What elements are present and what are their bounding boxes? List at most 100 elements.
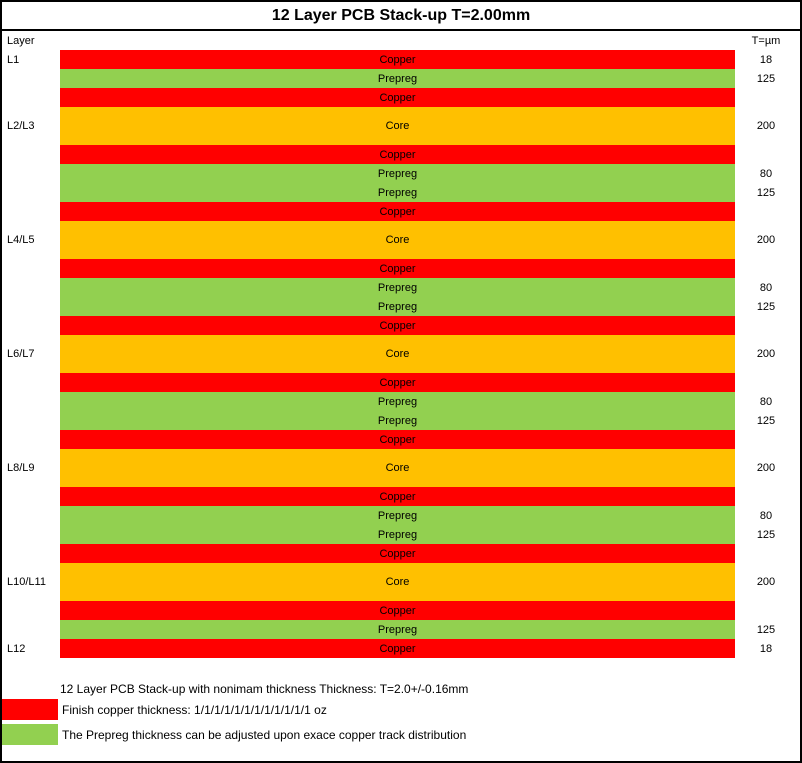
thickness-value: 125 [756,72,776,85]
stack-row: Copper [2,202,800,221]
thickness-value [735,88,797,107]
thickness-value: 200 [756,234,776,246]
thickness-value [735,544,797,563]
legend: 12 Layer PCB Stack-up with nonimam thick… [2,682,800,745]
prepreg-legend-note: The Prepreg thickness can be adjusted up… [62,727,467,742]
stack-row: Prepreg 125 [2,183,800,202]
thickness-value [735,487,797,506]
prepreg-bar: Prepreg [60,411,735,430]
thickness-column-header: T=µm [751,34,781,47]
layer-label: L6/L7 [7,348,35,360]
thickness-value [735,601,797,620]
thickness-value [735,259,797,278]
core-bar: Core [60,335,735,373]
layer-label: L8/L9 [7,462,35,474]
layer-label [2,601,60,620]
copper-bar: Copper [60,316,735,335]
thickness-value [735,202,797,221]
stack-row: Prepreg 80 [2,164,800,183]
stack-row: Copper [2,145,800,164]
stack-row: Prepreg 125 [2,69,800,88]
prepreg-bar: Prepreg [60,297,735,316]
stack-row: Prepreg 125 [2,525,800,544]
layer-label: L4/L5 [7,234,35,246]
layer-label [2,259,60,278]
stack-row: Copper [2,601,800,620]
stack-row: Prepreg 125 [2,411,800,430]
prepreg-bar: Prepreg [60,506,735,525]
copper-bar: Copper [60,639,735,658]
header-spacer [60,31,735,50]
summary-note: 12 Layer PCB Stack-up with nonimam thick… [60,682,469,696]
copper-bar: Copper [60,430,735,449]
layer-label [2,411,60,430]
copper-bar: Copper [60,373,735,392]
layer-label [2,297,60,316]
stack-row: L2/L3 Core 200 [2,107,800,145]
prepreg-bar: Prepreg [60,620,735,639]
layer-label [2,278,60,297]
copper-legend-row: Finish copper thickness: 1/1/1/1/1/1/1/1… [2,699,800,720]
layer-label: L12 [7,642,26,655]
thickness-value: 200 [756,462,776,474]
stack-row: L4/L5 Core 200 [2,221,800,259]
layer-label [2,373,60,392]
layer-label [2,164,60,183]
thickness-value: 80 [759,167,773,180]
copper-legend-note: Finish copper thickness: 1/1/1/1/1/1/1/1… [62,702,327,717]
copper-bar: Copper [60,487,735,506]
thickness-value: 18 [759,53,773,66]
layer-label [2,392,60,411]
thickness-value: 125 [756,528,776,541]
copper-bar: Copper [60,50,735,69]
copper-bar: Copper [60,544,735,563]
stack-row: Copper [2,88,800,107]
core-bar: Core [60,107,735,145]
prepreg-legend-swatch [2,724,58,745]
prepreg-legend-row: The Prepreg thickness can be adjusted up… [2,724,800,745]
thickness-value [735,316,797,335]
thickness-value: 18 [759,642,773,655]
copper-bar: Copper [60,601,735,620]
stack-rows: L1 Copper 18 Prepreg 125 Copper L2/L3 Core 200 Co… [2,50,800,658]
prepreg-bar: Prepreg [60,392,735,411]
layer-label [2,145,60,164]
layer-label [2,88,60,107]
prepreg-bar: Prepreg [60,278,735,297]
layer-label: L2/L3 [7,120,35,132]
stack-row: Prepreg 80 [2,392,800,411]
layer-label [2,525,60,544]
thickness-value: 200 [756,120,776,132]
layer-label [2,620,60,639]
core-bar: Core [60,221,735,259]
copper-bar: Copper [60,88,735,107]
stack-row: L1 Copper 18 [2,50,800,69]
thickness-value: 125 [756,414,776,427]
layer-label [2,183,60,202]
layer-label [2,487,60,506]
thickness-value: 125 [756,623,776,636]
core-bar: Core [60,449,735,487]
stack-row: Copper [2,430,800,449]
copper-bar: Copper [60,145,735,164]
thickness-value [735,145,797,164]
prepreg-bar: Prepreg [60,164,735,183]
stack-row: Copper [2,259,800,278]
layer-label [2,506,60,525]
prepreg-bar: Prepreg [60,525,735,544]
layer-label [2,544,60,563]
thickness-value: 200 [756,576,776,588]
stack-row: Copper [2,316,800,335]
stack-row: Prepreg 125 [2,297,800,316]
layer-label: L10/L11 [7,576,46,588]
stack-row: Prepreg 125 [2,620,800,639]
layer-label [2,430,60,449]
thickness-value: 125 [756,300,776,313]
column-header-row: Layer T=µm [2,31,800,50]
copper-bar: Copper [60,202,735,221]
prepreg-bar: Prepreg [60,69,735,88]
stack-row: Prepreg 80 [2,506,800,525]
layer-column-header: Layer [7,34,35,47]
thickness-value: 125 [756,186,776,199]
stack-row: Copper [2,487,800,506]
